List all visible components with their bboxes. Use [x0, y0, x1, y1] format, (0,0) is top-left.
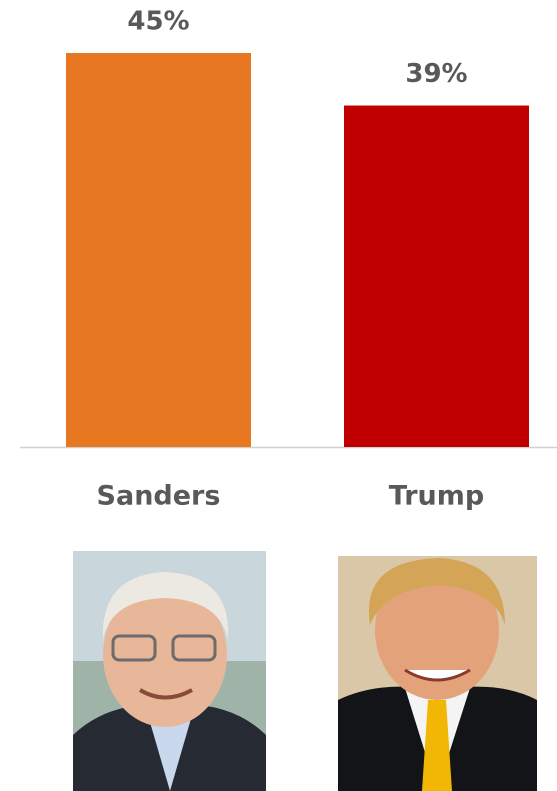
x-tick-label: Trump [389, 481, 484, 512]
bar [344, 105, 529, 448]
x-tick-label: Sanders [97, 481, 221, 512]
trump-photo [338, 556, 537, 791]
sanders-photo [73, 551, 266, 791]
value-label: 39% [405, 59, 467, 89]
value-label: 45% [127, 7, 189, 37]
bar [66, 53, 251, 447]
